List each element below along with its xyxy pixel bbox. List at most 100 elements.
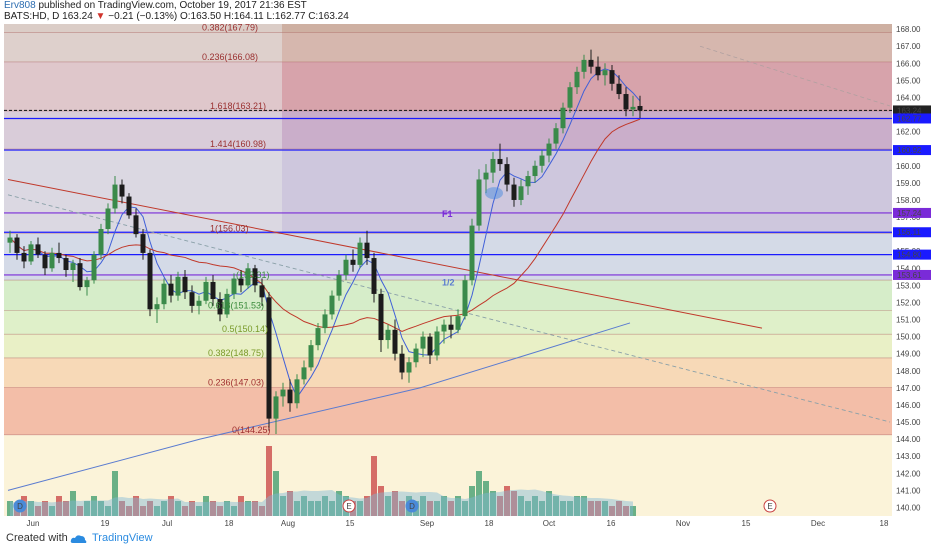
volume-bar bbox=[483, 481, 489, 516]
left-overlay bbox=[4, 24, 282, 234]
volume-bar bbox=[560, 501, 566, 516]
volume-bar bbox=[84, 501, 90, 516]
candle-body bbox=[581, 59, 587, 72]
candle-body bbox=[182, 276, 188, 293]
candle-body bbox=[238, 278, 244, 286]
candle-body bbox=[175, 276, 181, 296]
candle-body bbox=[343, 259, 349, 276]
tradingview-cloud-icon bbox=[70, 535, 87, 543]
price-change: −0.21 (−0.13%) bbox=[108, 11, 178, 22]
candle-body bbox=[196, 300, 202, 306]
candle-body bbox=[301, 367, 307, 380]
candle-body bbox=[637, 106, 643, 111]
volume-bar bbox=[385, 496, 391, 516]
volume-bar bbox=[175, 501, 181, 516]
price-tag-label: 160.92 bbox=[897, 146, 922, 155]
volume-bar bbox=[329, 501, 335, 516]
volume-bar bbox=[161, 501, 167, 516]
volume-bar bbox=[189, 501, 195, 516]
fib-label: 0.236(166.08) bbox=[202, 52, 258, 62]
volume-bar bbox=[574, 496, 580, 516]
volume-bar bbox=[28, 501, 34, 516]
volume-bar bbox=[595, 501, 601, 516]
volume-bar bbox=[259, 506, 265, 516]
volume-bar bbox=[490, 491, 496, 516]
y-tick-label: 147.00 bbox=[896, 384, 921, 393]
candle-body bbox=[63, 258, 69, 270]
candle-body bbox=[532, 165, 538, 177]
event-marker-icon bbox=[342, 499, 356, 513]
ohlc-values: O:163.50 H:164.11 L:162.77 C:163.24 bbox=[179, 11, 349, 22]
y-tick-label: 158.00 bbox=[896, 196, 921, 205]
volume-bar bbox=[245, 501, 251, 516]
candle-body bbox=[161, 283, 167, 305]
x-tick-label: Jul bbox=[162, 519, 172, 528]
volume-bar bbox=[210, 501, 216, 516]
author-link[interactable]: Erv808 bbox=[4, 0, 36, 11]
volume-bar bbox=[357, 501, 363, 516]
candle-body bbox=[336, 275, 342, 296]
publish-info: published on TradingView.com, October 19… bbox=[38, 0, 307, 11]
publish-line: Erv808 published on TradingView.com, Oct… bbox=[4, 0, 604, 11]
price-tag-box bbox=[893, 269, 931, 280]
fib-zone-5 bbox=[4, 233, 892, 281]
candle-body bbox=[476, 179, 482, 226]
candle-body bbox=[364, 242, 370, 259]
event-marker-label: D bbox=[409, 502, 415, 511]
candle-body bbox=[14, 237, 20, 253]
candle-body bbox=[602, 70, 608, 76]
candle-body bbox=[280, 389, 286, 397]
candle-body bbox=[245, 268, 251, 286]
candle-body bbox=[56, 252, 62, 259]
fib-label: (153.31) bbox=[236, 270, 270, 280]
volume-bar bbox=[287, 491, 293, 516]
candle-body bbox=[399, 353, 405, 373]
candle-body bbox=[294, 379, 300, 404]
y-tick-label: 142.00 bbox=[896, 469, 921, 478]
candle-body bbox=[553, 128, 559, 144]
volume-bar bbox=[168, 496, 174, 516]
candle-body bbox=[231, 278, 237, 294]
volume-bar bbox=[630, 506, 636, 516]
candle-body bbox=[567, 87, 573, 108]
candle-body bbox=[427, 336, 433, 356]
y-tick-label: 154.00 bbox=[896, 264, 921, 273]
volume-bar bbox=[112, 471, 118, 516]
volume-bar bbox=[609, 506, 615, 516]
fib-label: 0(144.25) bbox=[232, 425, 271, 435]
candle-body bbox=[266, 297, 272, 419]
x-tick-label: Aug bbox=[281, 519, 295, 528]
volume-bar bbox=[203, 496, 209, 516]
candle-body bbox=[462, 280, 468, 317]
candle-body bbox=[595, 66, 601, 76]
candle-body bbox=[609, 70, 615, 84]
price-tag-box bbox=[893, 113, 931, 124]
annotation-f1: F1 bbox=[442, 209, 453, 219]
candle-body bbox=[413, 348, 419, 363]
volume-bar bbox=[308, 501, 314, 516]
x-tick-label: 16 bbox=[607, 519, 616, 528]
fib-label: 0.382(167.79) bbox=[202, 24, 258, 33]
candle-body bbox=[378, 293, 384, 341]
y-tick-label: 162.00 bbox=[896, 128, 921, 137]
volume-bar bbox=[98, 501, 104, 516]
candle-body bbox=[469, 225, 475, 281]
price-chart[interactable]: 0.382(167.79) 0.236(166.08) 1.618(163.21) 1… bbox=[0, 24, 932, 528]
event-marker-icon bbox=[763, 499, 777, 513]
candle-body bbox=[616, 83, 622, 95]
y-tick-label: 168.00 bbox=[896, 25, 921, 34]
volume-bar bbox=[448, 501, 454, 516]
y-tick-label: 167.00 bbox=[896, 42, 921, 51]
candle-body bbox=[525, 176, 531, 187]
candle-body bbox=[308, 345, 314, 368]
volume-bar bbox=[315, 501, 321, 516]
y-tick-label: 140.00 bbox=[896, 503, 921, 512]
tradingview-brand[interactable]: TradingView bbox=[92, 532, 153, 544]
y-tick-label: 165.00 bbox=[896, 76, 921, 85]
candle-body bbox=[490, 158, 496, 173]
y-tick-label: 141.00 bbox=[896, 486, 921, 495]
volume-bar bbox=[497, 496, 503, 516]
time-axis: Jun 19 Jul 18 Aug 15 Sep 18 Oct 16 Nov 15 Dec 18 D E D E bbox=[0, 499, 932, 528]
candle-body bbox=[210, 281, 216, 300]
price-tag-box bbox=[893, 249, 931, 260]
